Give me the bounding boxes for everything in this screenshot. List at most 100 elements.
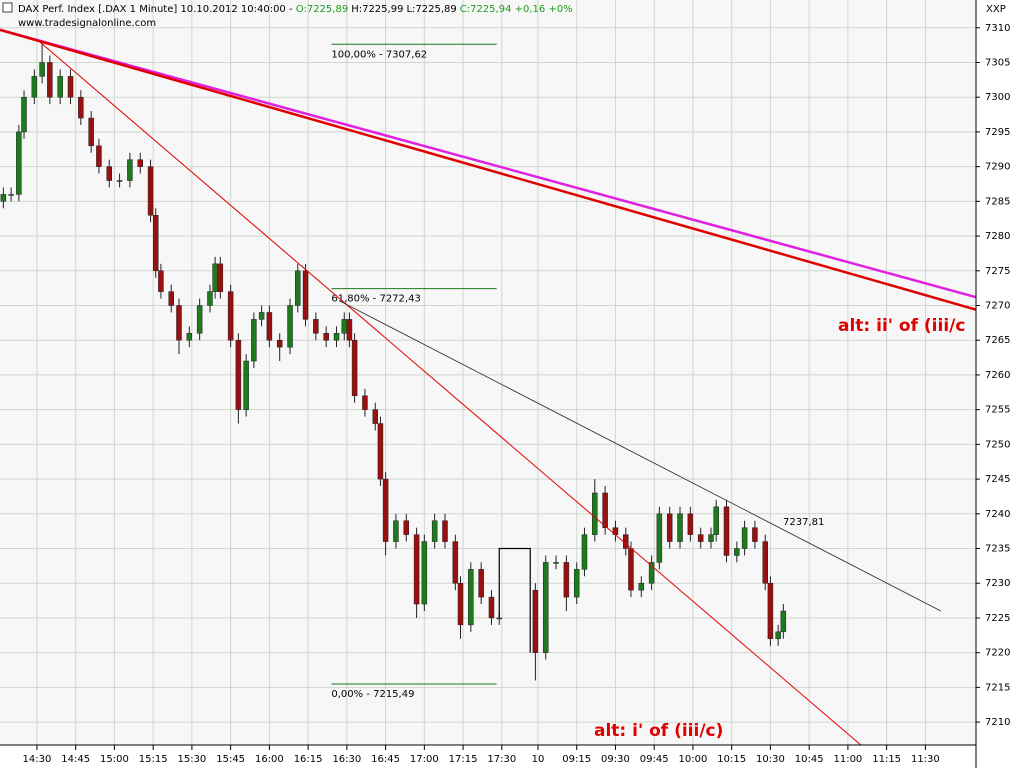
candle-body xyxy=(16,131,22,195)
header-high: H:7225,99 xyxy=(351,4,403,15)
x-tick-label: 16:15 xyxy=(294,754,323,765)
x-tick-label: 16:45 xyxy=(371,754,400,765)
candle-body xyxy=(648,562,655,584)
candle-body xyxy=(67,76,74,98)
candle-body xyxy=(251,319,257,362)
trend-line xyxy=(338,300,942,612)
candle-body xyxy=(542,562,549,653)
x-tick-label: 09:45 xyxy=(640,754,669,765)
candle-body xyxy=(207,291,213,306)
candle-body xyxy=(421,541,428,605)
candle-body xyxy=(602,492,608,528)
candle-body xyxy=(377,423,384,480)
candle-body xyxy=(158,270,164,292)
candle-body xyxy=(266,312,273,341)
candle-body xyxy=(666,513,673,542)
x-tick-label: 15:00 xyxy=(100,754,129,765)
candle-body xyxy=(346,319,353,341)
candle-body xyxy=(31,76,38,98)
header-title: DAX Perf. Index [.DAX 1 Minute] 10.10.20… xyxy=(18,4,296,15)
candle-body xyxy=(442,520,448,542)
y-tick-label: 7285 xyxy=(985,196,1010,207)
x-tick-label: 10:45 xyxy=(795,754,824,765)
candle-body xyxy=(127,159,133,181)
candle-body xyxy=(176,305,182,341)
candle-body xyxy=(235,339,242,410)
candle-body xyxy=(393,520,399,542)
y-tick-label: 7300 xyxy=(985,92,1010,103)
x-tick-label: 10:15 xyxy=(717,754,746,765)
y-tick-label: 7245 xyxy=(985,474,1010,485)
candle-body xyxy=(341,319,348,334)
candle-body xyxy=(752,527,758,542)
x-tick-label: 11:30 xyxy=(911,754,940,765)
candle-body xyxy=(413,534,420,605)
plot-area xyxy=(0,0,976,745)
candle-body xyxy=(217,263,224,292)
candle-body xyxy=(212,263,218,292)
y-tick-label: 7280 xyxy=(985,231,1010,242)
candle-body xyxy=(258,312,265,320)
y-tick-label: 7210 xyxy=(985,717,1010,728)
candle-body xyxy=(708,534,714,542)
x-tick-label: 15:30 xyxy=(177,754,206,765)
candle-body xyxy=(697,534,704,542)
fib-label: 100,00% - 7307,62 xyxy=(331,49,427,60)
trend-line xyxy=(39,41,862,746)
candle-body xyxy=(227,291,234,341)
candle-body xyxy=(152,214,159,272)
candle-body xyxy=(276,339,283,348)
candle-body xyxy=(57,76,63,98)
annotation: alt: i' of (iii/c) xyxy=(594,721,723,741)
y-tick-label: 7260 xyxy=(985,370,1010,381)
y-tick-label: 7270 xyxy=(985,300,1010,311)
candle-body xyxy=(333,333,340,341)
candle-body xyxy=(723,506,730,556)
gap-connector xyxy=(498,547,531,653)
x-tick-label: 17:00 xyxy=(410,754,439,765)
x-tick-label: 11:00 xyxy=(833,754,862,765)
candle-body xyxy=(0,194,7,202)
candle-body xyxy=(382,478,389,542)
candle-body xyxy=(96,145,102,167)
candle-body xyxy=(767,582,774,640)
fib-label: 61,80% - 7272,43 xyxy=(331,294,420,305)
candle-body xyxy=(713,506,719,535)
y-tick-label: 7250 xyxy=(985,439,1010,450)
candle-body xyxy=(488,596,495,619)
candle-body xyxy=(532,589,539,653)
candle-body xyxy=(21,96,27,133)
trend-line xyxy=(0,28,977,299)
candle-body xyxy=(734,548,740,556)
x-tick-label: 10:30 xyxy=(756,754,785,765)
candle-body xyxy=(147,166,154,216)
candle-body xyxy=(295,270,301,306)
candle-body xyxy=(628,548,634,591)
header-icon xyxy=(2,2,13,13)
candle-body xyxy=(313,319,319,334)
candle-body xyxy=(78,96,84,119)
y-tick-label: 7310 xyxy=(985,23,1010,34)
x-tick-label: 15:45 xyxy=(216,754,245,765)
x-tick-label: 14:30 xyxy=(23,754,52,765)
candle-body xyxy=(677,513,683,542)
candle-body xyxy=(656,513,663,563)
candle-body xyxy=(780,610,787,633)
candle-body xyxy=(8,194,14,196)
y-tick-label: 7290 xyxy=(985,162,1010,173)
y-tick-label: 7220 xyxy=(985,648,1010,659)
candle-body xyxy=(452,541,459,584)
candle-body xyxy=(623,534,629,549)
candle-body xyxy=(581,534,588,570)
y-tick-label: 7255 xyxy=(985,405,1010,416)
candle-body xyxy=(496,617,502,620)
candle-body xyxy=(362,395,368,410)
candle-body xyxy=(553,562,559,564)
candle-body xyxy=(403,520,410,535)
candle-body xyxy=(563,562,570,598)
y-tick-label: 7295 xyxy=(985,127,1010,138)
candle-body xyxy=(638,582,645,591)
y-tick-label: 7230 xyxy=(985,578,1010,589)
candle-body xyxy=(592,492,598,535)
x-tick-label: 16:00 xyxy=(255,754,284,765)
